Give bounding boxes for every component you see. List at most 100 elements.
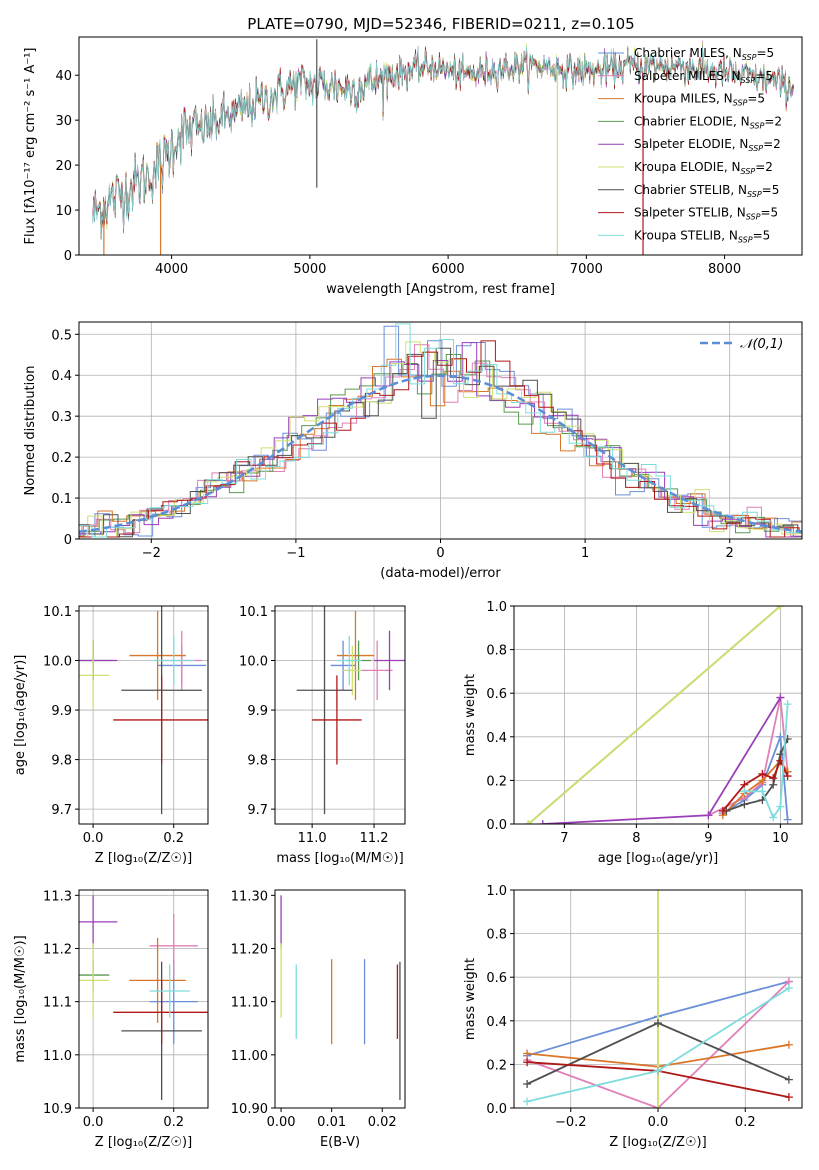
legend-label: Chabrier MILES, NSSP=5 (634, 46, 774, 62)
plot-area (524, 606, 792, 824)
x-tick-label: 11.2 (360, 831, 389, 846)
histogram-series (79, 323, 802, 538)
weight-marker (769, 813, 778, 822)
legend-label: Kroupa MILES, NSSP=5 (634, 92, 765, 108)
y-tick-label: 0.2 (486, 1058, 507, 1073)
weight-marker (784, 1093, 793, 1102)
y-tick-label: 11.2 (43, 942, 72, 957)
weight-marker (654, 1018, 662, 1027)
x-tick-label: 2 (726, 546, 734, 561)
y-tick-label: 40 (55, 69, 72, 84)
y-tick-label: 1.0 (486, 884, 507, 899)
legend-nssp: =5 (747, 92, 765, 106)
weight-marker (718, 806, 727, 815)
y-tick-label: 11.3 (43, 889, 72, 904)
y-tick-label: 0.8 (486, 644, 507, 659)
weight-marker (654, 1066, 662, 1075)
x-tick-label: 8 (632, 831, 640, 846)
y-tick-label: 0.4 (486, 731, 507, 746)
x-tick-label: 4000 (155, 262, 188, 277)
y-tick-label: 0.2 (51, 451, 72, 466)
y-axis-label: mass weight (463, 674, 478, 756)
x-axis-label: Z [log₁₀(Z/Z☉)] (95, 851, 192, 866)
legend-text: Salpeter MILES, N (634, 69, 741, 83)
y-tick-label: 0.6 (486, 971, 507, 986)
weight-marker (740, 787, 749, 796)
y-tick-label: 9.9 (51, 704, 72, 719)
x-tick-label: 0.2 (735, 1115, 756, 1130)
panel-spectrum: 4000 5000 6000 7000 8000 0 10 20 30 40 wavelength … (23, 36, 803, 297)
legend-text: Salpeter STELIB, N (634, 206, 746, 220)
histogram-series (79, 341, 802, 538)
legend-nssp: =5 (762, 183, 780, 197)
weight-marker (538, 820, 547, 824)
y-tick-label: 20 (55, 159, 72, 174)
y-tick-label: 0.5 (51, 328, 72, 343)
legend-label: Salpeter ELODIE, NSSP=2 (634, 137, 781, 153)
plot-area (280, 895, 401, 1101)
weight-marker (784, 1040, 793, 1049)
weight-marker (758, 787, 767, 796)
x-tick-label: 1 (581, 546, 589, 561)
legend-subscript: SSP (748, 144, 763, 153)
legend-label: Chabrier ELODIE, NSSP=2 (634, 114, 782, 130)
y-tick-label: 10.1 (239, 605, 268, 620)
y-tick-label: 10.90 (231, 1102, 268, 1117)
weight-marker (523, 1049, 532, 1058)
weight-marker (776, 693, 785, 702)
panel-mass-vs-Z: 0.0 0.2 10.9 11.0 11.1 11.2 11.3 Z [log₁₀(Z/Z☉)… (13, 889, 209, 1150)
x-axis-label: wavelength [Angstrom, rest frame] (326, 282, 555, 297)
y-tick-label: 11.00 (231, 1049, 268, 1064)
histogram-series (79, 354, 802, 538)
y-tick-label: 0.0 (486, 1102, 507, 1117)
legend-text: Chabrier STELIB, N (634, 183, 747, 197)
legend-subscript: SSP (750, 121, 765, 130)
weight-marker (704, 811, 713, 820)
weight-line (527, 606, 781, 824)
y-axis-label: age [log₁₀(age/yr)] (13, 655, 28, 776)
weight-marker (776, 732, 785, 741)
histogram-series (79, 342, 802, 538)
weight-line (722, 758, 789, 812)
legend-text: Salpeter ELODIE, N (634, 137, 748, 151)
legend-text: Chabrier MILES, N (634, 46, 742, 60)
y-axis-label: mass [log₁₀(M/M☉)] (13, 935, 28, 1062)
x-tick-label: 5000 (293, 262, 326, 277)
legend-label: Salpeter STELIB, NSSP=5 (634, 206, 778, 222)
y-tick-label: 9.8 (247, 754, 268, 769)
weight-line (526, 980, 790, 1108)
legend-text: Kroupa ELODIE, N (634, 160, 741, 174)
panel-residuals: −2 −1 0 1 2 0 0.1 0.2 0.3 0.4 0.5 (data-model)/erro… (23, 321, 803, 581)
y-tick-label: 9.9 (247, 704, 268, 719)
gaussian-curve (79, 374, 802, 534)
y-tick-label: 10.0 (239, 655, 268, 670)
x-axis-label: (data-model)/error (380, 566, 501, 581)
legend-nssp: =5 (760, 206, 778, 220)
panel-weight-vs-age: 7 8 9 10 0.0 0.2 0.4 0.6 0.8 1.0 age [log₁₀(age/yr… (463, 600, 803, 866)
x-tick-label: 7000 (570, 262, 603, 277)
y-tick-label: 11.10 (231, 996, 268, 1011)
x-tick-label: 0.0 (83, 1115, 104, 1130)
weight-marker (776, 606, 785, 610)
y-tick-label: 10.9 (43, 1102, 72, 1117)
y-axis-label: Flux [fλ10⁻¹⁷ erg cm⁻² s⁻¹ A⁻¹] (23, 48, 38, 245)
plot-area (79, 895, 208, 1101)
y-tick-label: 11.0 (43, 1049, 72, 1064)
axes-frame (274, 605, 406, 825)
weight-marker (523, 1080, 532, 1089)
x-tick-label: 8000 (708, 262, 741, 277)
plot-area (79, 606, 208, 815)
weight-marker (523, 1097, 532, 1106)
legend-subscript: SSP (741, 76, 756, 85)
weight-line (726, 738, 789, 812)
legend-subscript: SSP (738, 235, 753, 244)
axes-frame (513, 605, 803, 825)
x-axis-label: mass [log₁₀(M/M☉)] (276, 851, 403, 866)
legend-subscript: SSP (746, 213, 761, 222)
legend-label: Salpeter MILES, NSSP=5 (634, 69, 773, 85)
y-tick-label: 0.8 (486, 928, 507, 943)
legend-subscript: SSP (742, 53, 757, 62)
x-tick-label: 10 (772, 831, 789, 846)
weight-marker (784, 1075, 793, 1084)
